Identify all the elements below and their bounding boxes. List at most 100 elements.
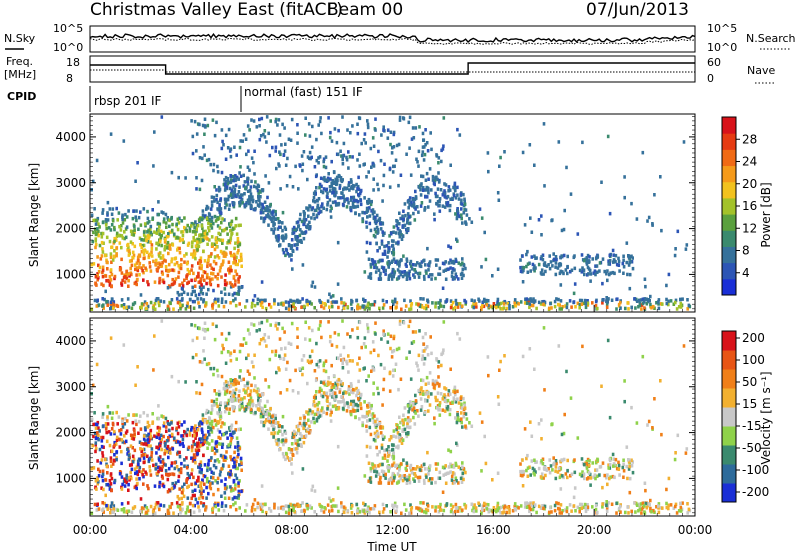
power-cell xyxy=(188,226,192,230)
power-cell xyxy=(392,230,395,234)
power-cell xyxy=(98,265,102,270)
power-cell xyxy=(320,184,323,189)
power-cell xyxy=(238,275,241,279)
power-cell xyxy=(649,302,652,307)
power-cell xyxy=(491,274,494,278)
velocity-cell xyxy=(197,484,201,488)
velocity-cell xyxy=(202,489,205,493)
power-cell xyxy=(244,203,248,208)
velocity-cell xyxy=(560,511,563,515)
velocity-cell xyxy=(626,505,629,509)
power-cell xyxy=(115,206,118,211)
power-cell xyxy=(242,133,246,137)
power-cell xyxy=(456,305,460,309)
velocity-cell xyxy=(464,506,467,510)
power-cell xyxy=(131,256,135,260)
power-cell xyxy=(270,227,273,232)
power-cell xyxy=(251,298,255,303)
power-cell xyxy=(336,178,339,183)
power-cell xyxy=(234,224,237,228)
power-cell xyxy=(198,262,202,266)
velocity-cell xyxy=(250,509,254,513)
power-cell xyxy=(229,186,232,191)
velocity-cell xyxy=(257,401,260,406)
velocity-cell xyxy=(178,450,181,455)
power-cell xyxy=(325,187,328,192)
velocity-cell xyxy=(325,391,328,396)
power-cell xyxy=(125,273,128,277)
power-cell xyxy=(149,240,152,244)
power-cell xyxy=(293,243,296,247)
power-cell xyxy=(643,277,647,281)
velocity-cell xyxy=(388,438,391,442)
velocity-cell xyxy=(247,402,250,406)
power-cell xyxy=(95,218,99,223)
power-cell xyxy=(234,177,238,182)
power-cell xyxy=(201,291,205,296)
power-cell xyxy=(459,192,463,196)
power-cell xyxy=(441,193,445,197)
power-cell xyxy=(155,241,158,246)
velocity-cell xyxy=(401,438,405,442)
power-cell xyxy=(237,190,241,194)
velocity-cell xyxy=(154,467,158,471)
power-cell xyxy=(460,216,463,221)
power-cell xyxy=(427,205,430,209)
velocity-cell xyxy=(273,502,276,507)
velocity-cell xyxy=(138,477,141,481)
power-cell xyxy=(542,272,545,276)
power-cell xyxy=(196,223,200,228)
velocity-cell xyxy=(142,474,145,479)
power-cell xyxy=(508,304,511,308)
velocity-cell xyxy=(262,409,265,414)
power-cell xyxy=(306,177,309,182)
velocity-cell xyxy=(681,501,684,505)
velocity-cell xyxy=(312,395,316,400)
power-cell xyxy=(235,291,239,296)
power-cell xyxy=(420,182,423,186)
velocity-cell xyxy=(400,511,403,515)
power-cell xyxy=(418,262,422,266)
power-cell xyxy=(399,272,403,277)
velocity-cell xyxy=(176,421,180,425)
velocity-cell xyxy=(457,418,460,422)
power-cell xyxy=(233,254,237,259)
power-cell xyxy=(277,225,281,229)
velocity-cell xyxy=(307,418,310,422)
velocity-cell xyxy=(203,336,206,340)
power-cell xyxy=(165,225,168,229)
power-cell xyxy=(261,210,265,215)
power-cell xyxy=(435,153,438,157)
velocity-cell xyxy=(352,399,356,404)
power-cell xyxy=(407,206,410,210)
power-cell xyxy=(459,262,463,267)
velocity-cell xyxy=(194,481,197,485)
velocity-cell xyxy=(361,414,364,419)
velocity-cell xyxy=(657,510,661,515)
power-cell xyxy=(403,223,407,228)
velocity-cell xyxy=(257,395,260,399)
velocity-cell xyxy=(196,501,199,505)
velocity-cell xyxy=(352,402,355,407)
power-cell xyxy=(406,218,409,222)
velocity-cell xyxy=(455,417,459,422)
power-cell xyxy=(434,301,437,305)
power-cell xyxy=(329,209,332,213)
power-cell xyxy=(279,225,282,229)
velocity-cell xyxy=(234,501,237,505)
velocity-cell xyxy=(211,506,215,511)
power-cell xyxy=(684,247,688,251)
power-cell xyxy=(266,212,270,216)
power-cell xyxy=(381,199,384,203)
velocity-cell xyxy=(431,505,434,509)
power-cell xyxy=(390,277,394,281)
velocity-cell xyxy=(241,397,244,401)
power-cell xyxy=(323,302,326,306)
power-cell xyxy=(153,280,157,284)
freq-panel xyxy=(89,55,696,83)
velocity-cell xyxy=(257,399,260,403)
velocity-cell xyxy=(557,506,560,511)
power-cell xyxy=(259,298,262,303)
power-cell xyxy=(442,269,445,273)
power-cell xyxy=(385,300,388,304)
